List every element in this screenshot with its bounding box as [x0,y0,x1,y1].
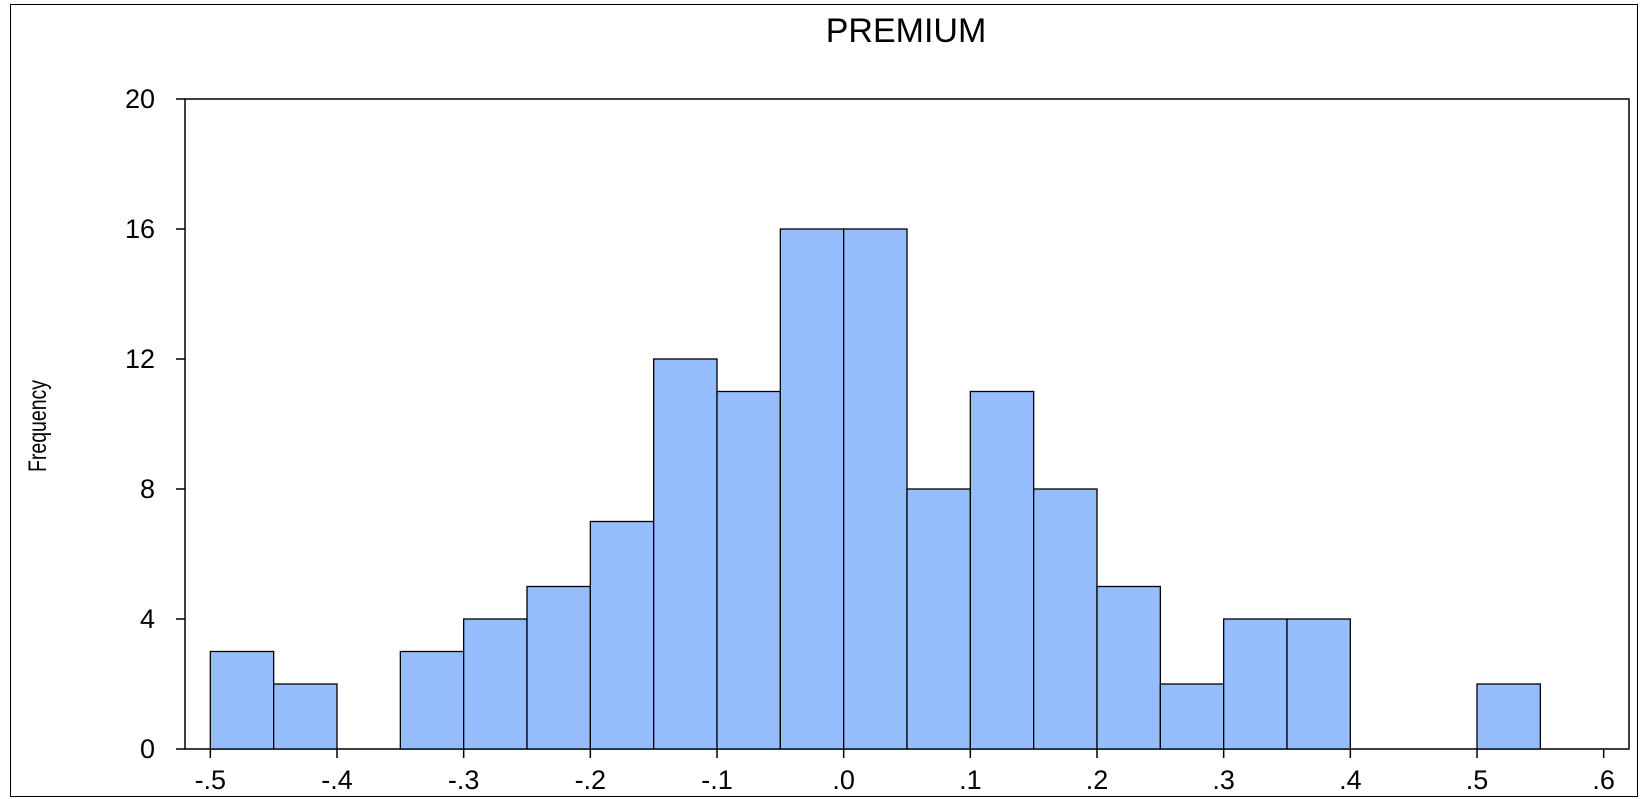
y-tick-label: 8 [140,474,155,504]
x-tick-label: -.4 [321,765,353,795]
x-tick-label: .4 [1339,765,1362,795]
x-axis: -.5 -.4 -.3 -.2 -.1 .0 .1 .2 .3 .4 .5 .6 [195,749,1615,795]
histogram-bar [1223,618,1288,750]
x-tick-label: .6 [1592,765,1615,795]
histogram-bar [209,650,275,750]
x-tick-label: -.3 [448,765,480,795]
chart-title: PREMIUM [826,12,987,50]
y-axis: 0 4 8 12 16 20 [125,84,185,764]
y-axis-label: Frequency [24,379,52,472]
histogram-bar [589,520,655,750]
x-tick-label: .0 [832,765,855,795]
histogram-bar [1159,683,1225,750]
x-tick-label: .5 [1466,765,1489,795]
x-tick-label: .2 [1086,765,1109,795]
x-tick-label: .3 [1212,765,1235,795]
histogram-bar [273,683,338,750]
histogram-bar [653,358,718,750]
bars-group [209,228,1541,750]
histogram-bar [463,618,528,750]
y-tick-label: 20 [125,84,155,114]
y-tick-label: 12 [125,344,155,374]
y-tick-label: 0 [140,734,155,764]
histogram-bar [906,488,971,750]
histogram-bar [526,585,591,750]
histogram-bar [843,228,908,750]
histogram-bar [399,650,465,750]
x-tick-label: -.5 [195,765,227,795]
x-tick-label: .1 [959,765,982,795]
x-tick-label: -.1 [701,765,733,795]
histogram-bar [716,390,781,750]
histogram-bar [1033,488,1098,750]
histogram-bar [969,390,1035,750]
histogram-bar [779,228,845,750]
histogram-bar [1286,618,1351,750]
histogram-bar [1096,585,1161,750]
x-tick-label: -.2 [575,765,607,795]
histogram-bar [1476,683,1541,750]
y-tick-label: 16 [125,214,155,244]
y-tick-label: 4 [140,604,155,634]
